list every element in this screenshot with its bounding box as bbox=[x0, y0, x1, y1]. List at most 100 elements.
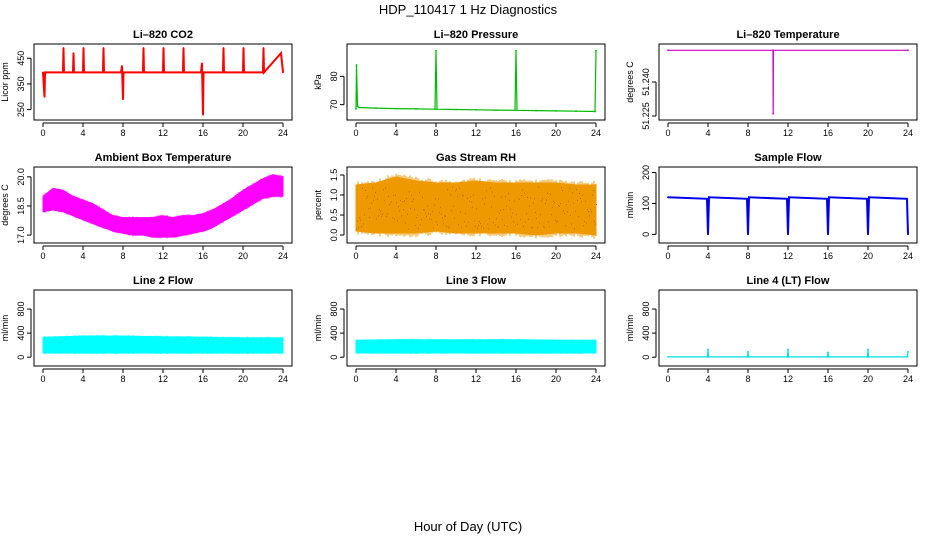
x-tick-label: 20 bbox=[551, 128, 561, 138]
data-point bbox=[356, 105, 359, 107]
data-point bbox=[223, 71, 225, 74]
x-tick-label: 24 bbox=[903, 374, 913, 384]
chart-panel: Ambient Box Temperature degrees C 0 4 8 12 16 2… bbox=[0, 152, 293, 261]
data-point bbox=[455, 108, 457, 111]
series-noise bbox=[355, 338, 597, 354]
y-tick-label: 0 bbox=[641, 355, 651, 360]
data-point bbox=[772, 49, 775, 52]
y-tick-label: 0.5 bbox=[329, 209, 339, 222]
x-tick-label: 8 bbox=[120, 128, 125, 138]
data-point bbox=[575, 110, 577, 113]
x-tick-label: 20 bbox=[863, 374, 873, 384]
chart-panel: Line 3 Flow ml/min 0 4 8 12 16 20 24 0 400 800 bbox=[313, 275, 606, 384]
y-tick-label: 51.240 bbox=[641, 68, 651, 96]
x-tick-label: 8 bbox=[120, 251, 125, 261]
data-point bbox=[475, 108, 477, 111]
x-tick-label: 0 bbox=[353, 251, 358, 261]
x-tick-label: 4 bbox=[705, 374, 710, 384]
x-tick-label: 20 bbox=[238, 251, 248, 261]
data-point bbox=[103, 71, 105, 74]
x-tick-label: 24 bbox=[591, 374, 601, 384]
data-point bbox=[495, 109, 497, 111]
data-point bbox=[83, 71, 85, 74]
data-point bbox=[827, 351, 829, 354]
x-tick-label: 0 bbox=[665, 374, 670, 384]
y-tick-label: 100 bbox=[641, 196, 651, 211]
x-tick-label: 0 bbox=[40, 128, 45, 138]
series-noise bbox=[42, 174, 284, 239]
data-point bbox=[906, 356, 909, 358]
plot-frame bbox=[33, 166, 293, 244]
data-point bbox=[63, 71, 65, 74]
data-point bbox=[907, 49, 909, 52]
data-point bbox=[906, 197, 908, 200]
series-line bbox=[667, 196, 909, 235]
data-point bbox=[535, 109, 537, 112]
panel-title: Ambient Box Temperature bbox=[95, 152, 232, 164]
y-tick-label: 80 bbox=[329, 71, 339, 81]
y-tick-label: 450 bbox=[16, 51, 26, 66]
series-noise bbox=[355, 173, 597, 239]
x-tick-label: 12 bbox=[783, 251, 793, 261]
x-tick-label: 8 bbox=[120, 374, 125, 384]
data-point bbox=[772, 112, 775, 115]
data-point bbox=[43, 95, 46, 98]
x-tick-label: 0 bbox=[353, 374, 358, 384]
data-point bbox=[827, 233, 829, 236]
x-tick-label: 0 bbox=[40, 374, 45, 384]
panel-title: Line 4 (LT) Flow bbox=[747, 275, 830, 287]
plot-frame bbox=[658, 43, 918, 121]
y-tick-label: 0 bbox=[329, 355, 339, 360]
panel-title: Line 3 Flow bbox=[446, 275, 506, 287]
data-point bbox=[200, 71, 202, 74]
data-point bbox=[788, 196, 790, 199]
plot-frame bbox=[346, 166, 606, 244]
chart-panel: Li–820 CO2 Licor ppm 0 4 8 12 16 20 24 250 350 450 bbox=[0, 29, 293, 138]
panel-title: Li–820 Temperature bbox=[736, 29, 839, 41]
data-point bbox=[787, 233, 789, 236]
x-tick-label: 8 bbox=[433, 374, 438, 384]
data-point bbox=[667, 49, 669, 52]
chart-panel: Line 4 (LT) Flow ml/min 0 4 8 12 16 20 24 0 400 800 bbox=[625, 275, 918, 384]
x-tick-label: 8 bbox=[433, 128, 438, 138]
data-point bbox=[262, 47, 265, 49]
y-tick-label: 0.0 bbox=[329, 229, 339, 242]
x-tick-label: 4 bbox=[393, 251, 398, 261]
x-tick-label: 16 bbox=[823, 251, 833, 261]
data-point bbox=[102, 47, 105, 49]
data-point bbox=[706, 197, 708, 200]
data-point bbox=[123, 71, 125, 74]
y-axis-label: ml/min bbox=[313, 315, 323, 342]
data-point bbox=[786, 197, 788, 200]
data-point bbox=[867, 348, 869, 351]
y-axis-label: Licor ppm bbox=[0, 62, 10, 102]
data-point bbox=[263, 71, 265, 74]
data-point bbox=[375, 107, 377, 109]
x-tick-label: 16 bbox=[198, 251, 208, 261]
data-point bbox=[182, 47, 185, 49]
data-point bbox=[121, 65, 123, 67]
plot-frame bbox=[346, 43, 606, 121]
x-tick-label: 16 bbox=[198, 374, 208, 384]
data-point bbox=[594, 110, 596, 113]
y-tick-label: 20.0 bbox=[16, 168, 26, 186]
plot-frame bbox=[33, 43, 293, 121]
x-tick-label: 12 bbox=[783, 128, 793, 138]
x-tick-label: 16 bbox=[823, 374, 833, 384]
panel-title: Sample Flow bbox=[754, 152, 822, 164]
x-tick-label: 24 bbox=[278, 374, 288, 384]
data-point bbox=[515, 49, 517, 52]
data-point bbox=[395, 107, 397, 110]
x-tick-label: 4 bbox=[80, 128, 85, 138]
y-axis-label: kPa bbox=[313, 74, 323, 90]
data-point bbox=[707, 348, 709, 351]
x-tick-label: 16 bbox=[823, 128, 833, 138]
x-tick-label: 20 bbox=[551, 251, 561, 261]
data-point bbox=[787, 348, 789, 351]
plot-frame bbox=[33, 289, 293, 367]
x-tick-label: 4 bbox=[80, 374, 85, 384]
data-point bbox=[708, 196, 710, 199]
x-tick-label: 4 bbox=[393, 374, 398, 384]
y-tick-label: 400 bbox=[16, 326, 26, 341]
x-tick-label: 0 bbox=[353, 128, 358, 138]
